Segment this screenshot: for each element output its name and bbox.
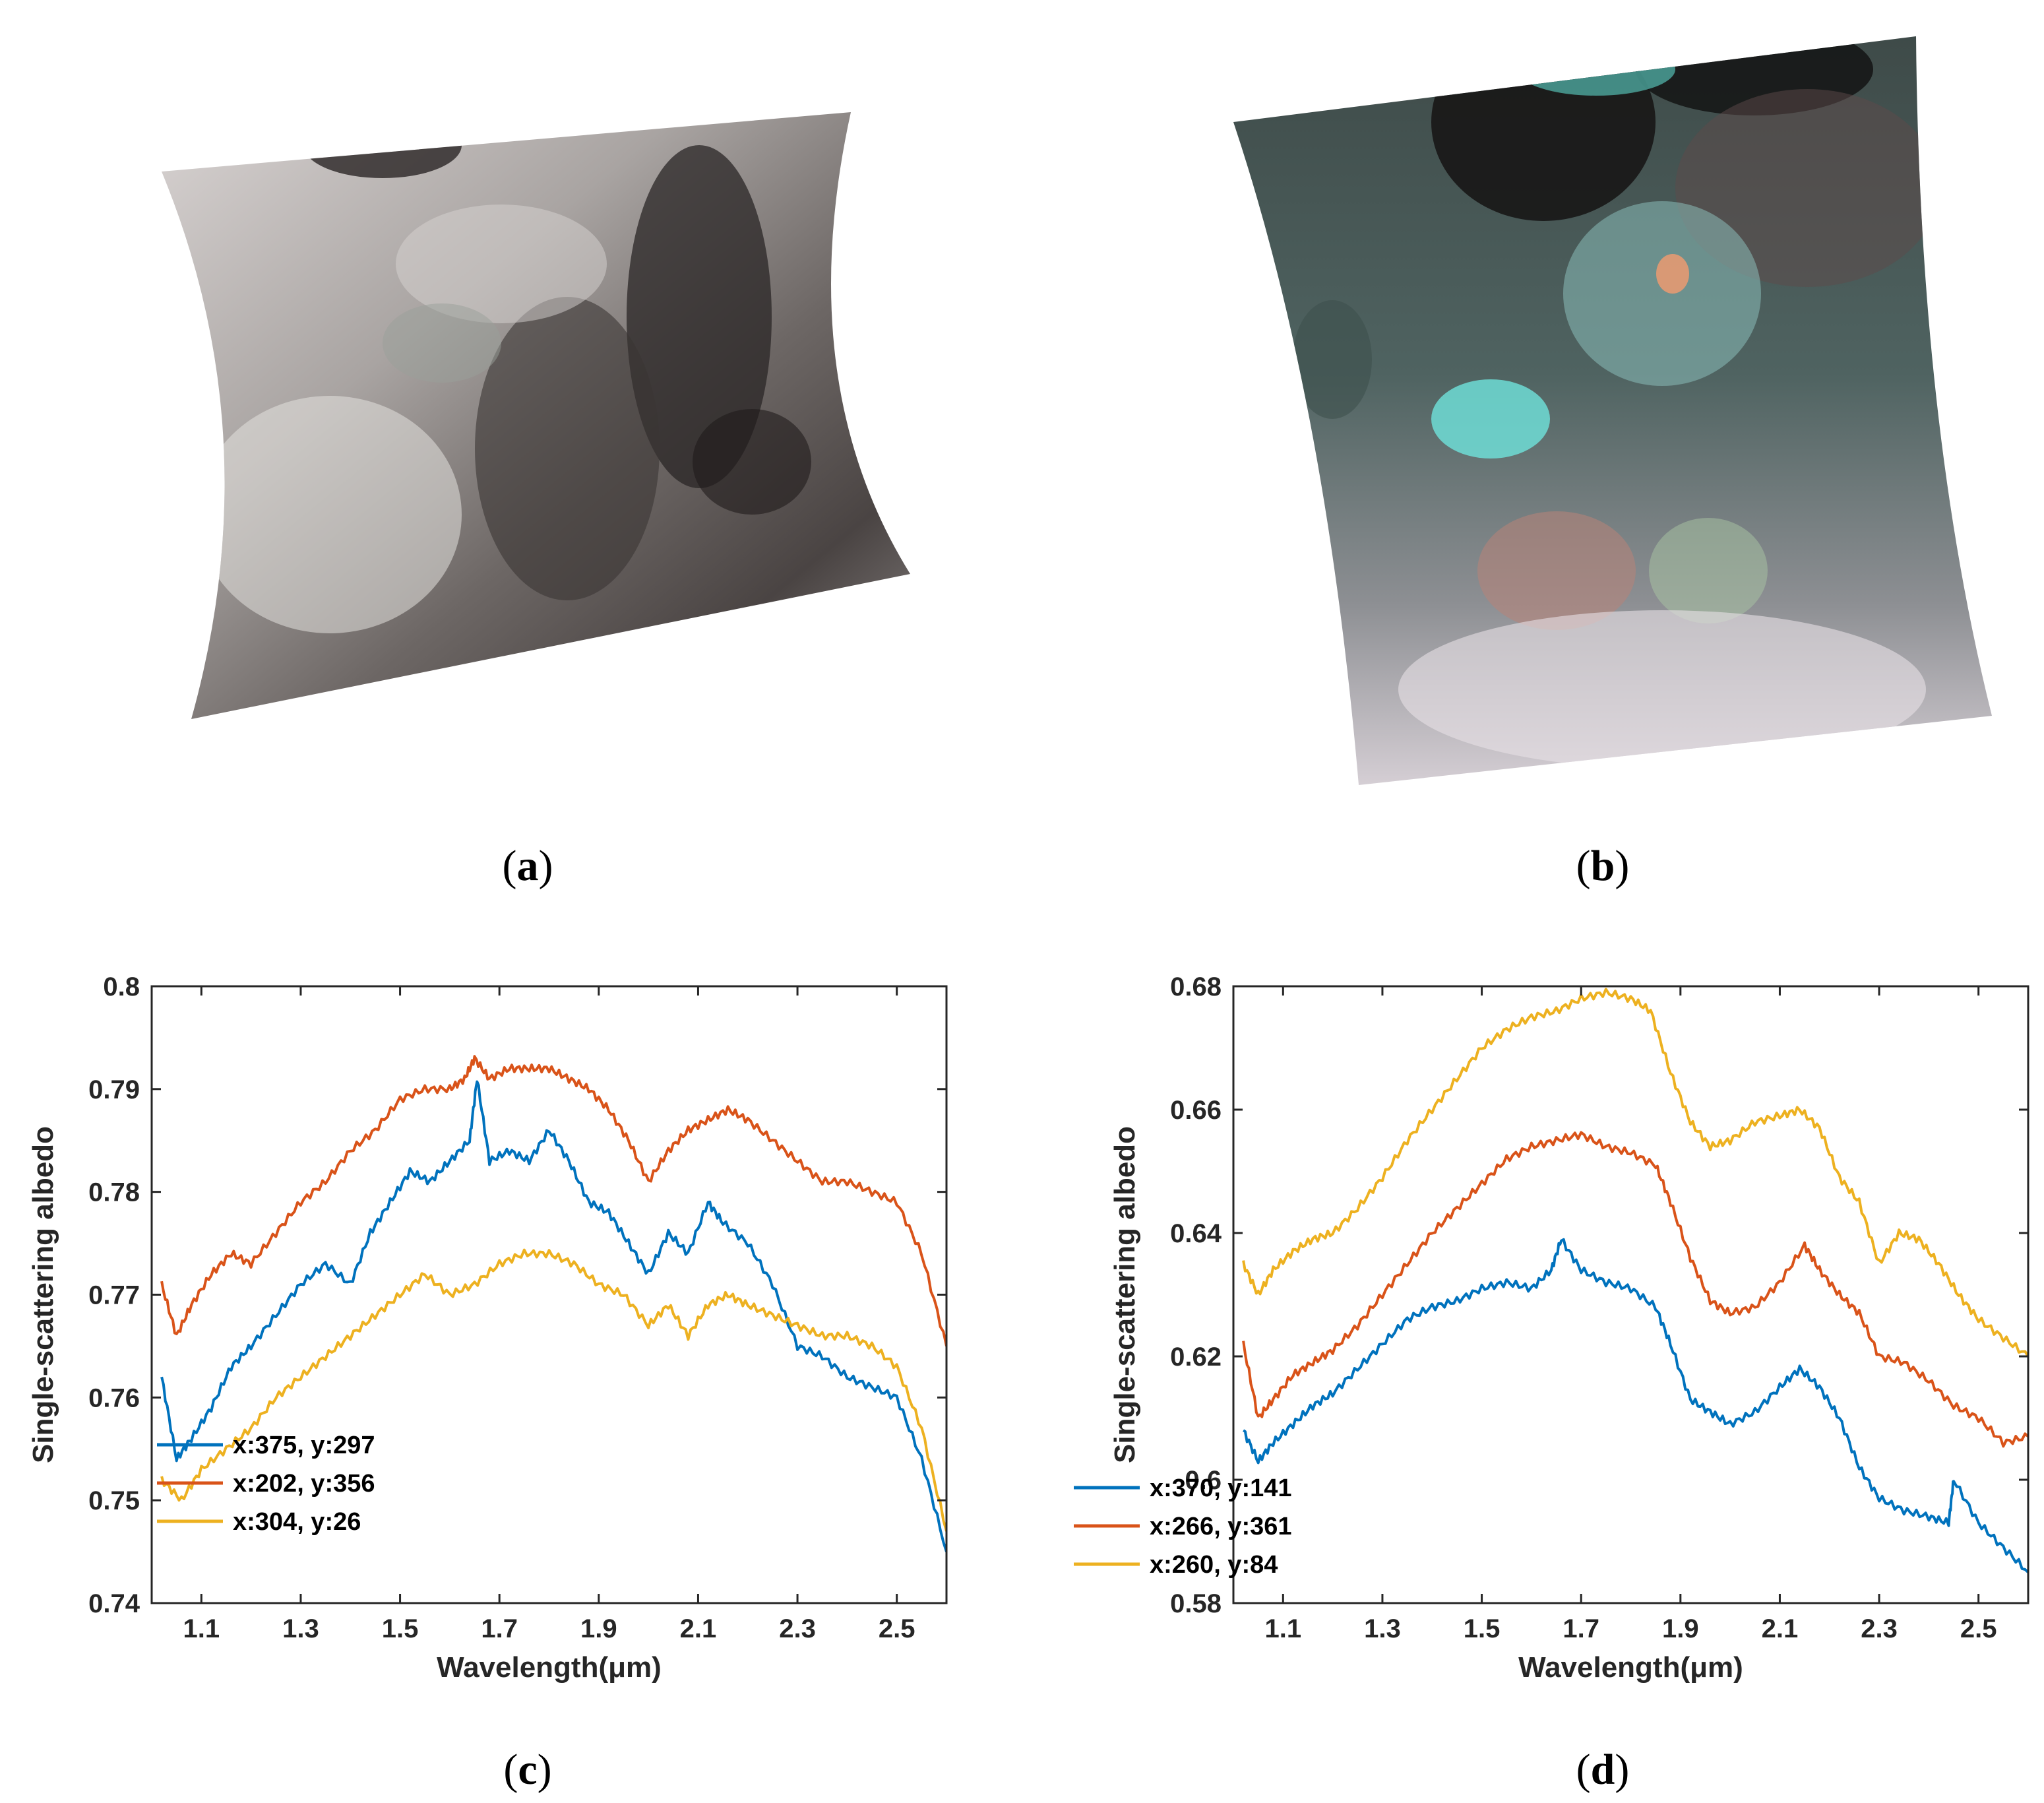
panel-a-image: [162, 112, 910, 719]
x-tick-label: 1.5: [382, 1614, 419, 1643]
x-tick-label: 1.9: [580, 1614, 617, 1643]
panel-b-caption: (b): [1576, 842, 1630, 890]
panel-b-image: [1233, 36, 1992, 785]
chart-c: 1.1 1.3 1.5 1.7 1.9 2.1 2.3 2.5 0.74 0.75 0.76 0.77…: [27, 972, 948, 1684]
panel-d-caption: (d): [1576, 1746, 1630, 1794]
x-tick-label: 1.1: [183, 1614, 220, 1643]
x-tick-label: 2.5: [879, 1614, 915, 1643]
x-tick-label: 1.5: [1464, 1614, 1501, 1643]
series-line-3: [160, 1248, 946, 1532]
y-tick-label: 0.64: [1170, 1219, 1222, 1248]
y-tick-label: 0.79: [88, 1075, 140, 1104]
y-tick-label: 0.74: [88, 1589, 140, 1618]
chart-d: 1.1 1.3 1.5 1.7 1.9 2.1 2.3 2.5 0.58 0.6 0.62 0.64 0…: [1074, 972, 2029, 1684]
x-tick-label: 2.1: [680, 1614, 717, 1643]
y-tick-label: 0.66: [1170, 1096, 1222, 1125]
x-tick-label: 2.3: [779, 1614, 816, 1643]
legend: x:375, y:297 x:202, y:356 x:304, y:26: [157, 1432, 375, 1536]
y-tick-label: 0.62: [1170, 1343, 1222, 1372]
y-tick-label: 0.77: [88, 1281, 140, 1310]
x-tick-label: 2.1: [1762, 1614, 1799, 1643]
series-line-1: [160, 1080, 946, 1552]
legend-label: x:375, y:297: [233, 1432, 375, 1459]
legend-label: x:304, y:26: [233, 1508, 361, 1536]
legend-label: x:202, y:356: [233, 1470, 375, 1498]
series-line-3: [1242, 988, 2028, 1358]
x-tick-label: 1.7: [481, 1614, 518, 1643]
y-axis-label: Single-scattering albedo: [27, 1126, 59, 1463]
panel-a-caption: (a): [502, 842, 553, 890]
x-tick-label: 1.3: [282, 1614, 319, 1643]
y-tick-label: 0.58: [1170, 1589, 1222, 1618]
y-axis-label: Single-scattering albedo: [1109, 1126, 1141, 1463]
x-tick-label: 1.9: [1662, 1614, 1699, 1643]
y-tick-label: 0.6: [1185, 1466, 1222, 1495]
y-tick-label: 0.68: [1170, 972, 1222, 1001]
legend-label: x:260, y:84: [1150, 1551, 1278, 1579]
x-tick-label: 1.7: [1563, 1614, 1599, 1643]
series-line-2: [1242, 1131, 2028, 1448]
axes-box: [1232, 985, 2029, 1604]
panel-c-caption: (c): [503, 1746, 552, 1794]
y-tick-label: 0.76: [88, 1383, 140, 1412]
x-tick-label: 2.5: [1960, 1614, 1997, 1643]
y-tick-label: 0.78: [88, 1178, 140, 1207]
x-tick-label: 1.3: [1364, 1614, 1401, 1643]
legend-label: x:370, y:141: [1150, 1474, 1292, 1502]
x-axis-label: Wavelength(μm): [1518, 1651, 1743, 1684]
series-line-2: [160, 1055, 946, 1346]
y-tick-label: 0.75: [88, 1486, 140, 1515]
x-axis-label: Wavelength(μm): [437, 1651, 662, 1684]
legend: x:370, y:141 x:266, y:361 x:260, y:84: [1074, 1474, 1292, 1579]
x-tick-label: 2.3: [1861, 1614, 1898, 1643]
series-line-1: [1243, 1238, 2028, 1573]
x-tick-label: 1.1: [1265, 1614, 1302, 1643]
y-tick-label: 0.8: [103, 972, 140, 1001]
legend-label: x:266, y:361: [1150, 1513, 1292, 1540]
